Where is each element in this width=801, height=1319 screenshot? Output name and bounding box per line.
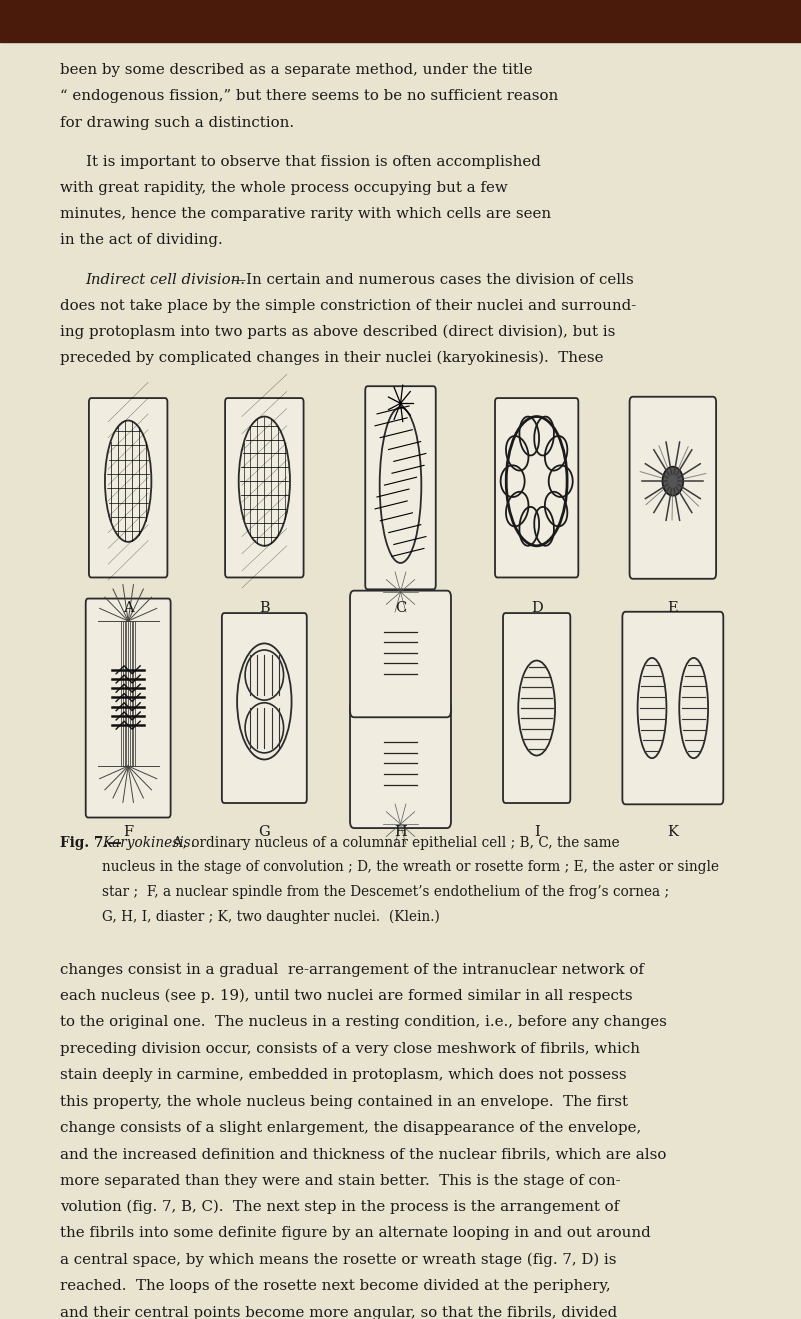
Text: preceding division occur, consists of a very close meshwork of fibrils, which: preceding division occur, consists of a … bbox=[60, 1042, 640, 1055]
Text: B: B bbox=[259, 601, 270, 615]
Bar bbox=[0, 0, 801, 42]
Text: more separated than they were and stain better.  This is the stage of con-: more separated than they were and stain … bbox=[60, 1174, 621, 1187]
Text: 10: 10 bbox=[56, 20, 75, 34]
Text: minutes, hence the comparative rarity with which cells are seen: minutes, hence the comparative rarity wi… bbox=[60, 207, 551, 222]
FancyBboxPatch shape bbox=[89, 398, 167, 578]
Text: changes consist in a gradual  re-arrangement of the intranuclear network of: changes consist in a gradual re-arrangem… bbox=[60, 963, 644, 976]
Text: and the increased definition and thickness of the nuclear fibrils, which are als: and the increased definition and thickne… bbox=[60, 1148, 666, 1161]
Text: volution (fig. 7, B, C).  The next step in the process is the arrangement of: volution (fig. 7, B, C). The next step i… bbox=[60, 1200, 619, 1215]
Text: a central space, by which means the rosette or wreath stage (fig. 7, D) is: a central space, by which means the rose… bbox=[60, 1253, 617, 1268]
Text: ing protoplasm into two parts as above described (direct division), but is: ing protoplasm into two parts as above d… bbox=[60, 324, 615, 339]
Text: star ;  F, a nuclear spindle from the Descemet’s endothelium of the frog’s corne: star ; F, a nuclear spindle from the Des… bbox=[102, 885, 669, 898]
Text: A, ordinary nucleus of a columnar epithelial cell ; B, C, the same: A, ordinary nucleus of a columnar epithe… bbox=[164, 836, 620, 849]
Text: G: G bbox=[259, 826, 270, 839]
FancyBboxPatch shape bbox=[222, 613, 307, 803]
FancyBboxPatch shape bbox=[365, 386, 436, 590]
FancyBboxPatch shape bbox=[630, 397, 716, 579]
FancyBboxPatch shape bbox=[495, 398, 578, 578]
Text: to the original one.  The nucleus in a resting condition, i.e., before any chang: to the original one. The nucleus in a re… bbox=[60, 1016, 667, 1029]
Text: Fig. 7.—: Fig. 7.— bbox=[60, 836, 122, 849]
Text: been by some described as a separate method, under the title: been by some described as a separate met… bbox=[60, 63, 533, 78]
Text: “ endogenous fission,” but there seems to be no sufficient reason: “ endogenous fission,” but there seems t… bbox=[60, 90, 558, 103]
Text: in the act of dividing.: in the act of dividing. bbox=[60, 233, 223, 247]
Text: Karyokinesis.: Karyokinesis. bbox=[102, 836, 195, 849]
Ellipse shape bbox=[662, 467, 683, 496]
Text: for drawing such a distinction.: for drawing such a distinction. bbox=[60, 116, 294, 129]
FancyBboxPatch shape bbox=[350, 702, 451, 828]
Text: does not take place by the simple constriction of their nuclei and surround-: does not take place by the simple constr… bbox=[60, 298, 636, 313]
Text: I: I bbox=[533, 826, 540, 839]
Text: stain deeply in carmine, embedded in protoplasm, which does not possess: stain deeply in carmine, embedded in pro… bbox=[60, 1068, 626, 1082]
Text: F: F bbox=[123, 826, 133, 839]
Text: nucleus in the stage of convolution ; D, the wreath or rosette form ; E, the ast: nucleus in the stage of convolution ; D,… bbox=[102, 860, 718, 874]
Text: A: A bbox=[123, 601, 134, 615]
Text: THE PHENOMENA OF LIFE.: THE PHENOMENA OF LIFE. bbox=[288, 20, 513, 34]
Text: D: D bbox=[531, 601, 542, 615]
Text: —In certain and numerous cases the division of cells: —In certain and numerous cases the divis… bbox=[231, 273, 634, 286]
Text: this property, the whole nucleus being contained in an envelope.  The first: this property, the whole nucleus being c… bbox=[60, 1095, 628, 1108]
Text: the fibrils into some definite figure by an alternate looping in and out around: the fibrils into some definite figure by… bbox=[60, 1227, 651, 1240]
Text: K: K bbox=[667, 826, 678, 839]
FancyBboxPatch shape bbox=[350, 591, 451, 718]
Text: with great rapidity, the whole process occupying but a few: with great rapidity, the whole process o… bbox=[60, 181, 508, 195]
FancyBboxPatch shape bbox=[225, 398, 304, 578]
Text: Indirect cell division.: Indirect cell division. bbox=[86, 273, 246, 286]
Text: reached.  The loops of the rosette next become divided at the periphery,: reached. The loops of the rosette next b… bbox=[60, 1279, 610, 1293]
Text: E: E bbox=[667, 601, 678, 615]
Text: C: C bbox=[395, 601, 406, 615]
Text: and their central points become more angular, so that the fibrils, divided: and their central points become more ang… bbox=[60, 1306, 618, 1319]
Text: change consists of a slight enlargement, the disappearance of the envelope,: change consists of a slight enlargement,… bbox=[60, 1121, 642, 1134]
Text: G, H, I, diaster ; K, two daughter nuclei.  (Klein.): G, H, I, diaster ; K, two daughter nucle… bbox=[102, 909, 440, 923]
FancyBboxPatch shape bbox=[86, 599, 171, 818]
Text: It is important to observe that fission is often accomplished: It is important to observe that fission … bbox=[86, 154, 541, 169]
FancyBboxPatch shape bbox=[503, 613, 570, 803]
Text: preceded by complicated changes in their nuclei (karyokinesis).  These: preceded by complicated changes in their… bbox=[60, 351, 604, 365]
FancyBboxPatch shape bbox=[622, 612, 723, 805]
Text: [CHAP. I.: [CHAP. I. bbox=[676, 20, 745, 34]
Text: each nucleus (see p. 19), until two nuclei are formed similar in all respects: each nucleus (see p. 19), until two nucl… bbox=[60, 989, 633, 1004]
Text: H: H bbox=[394, 826, 407, 839]
